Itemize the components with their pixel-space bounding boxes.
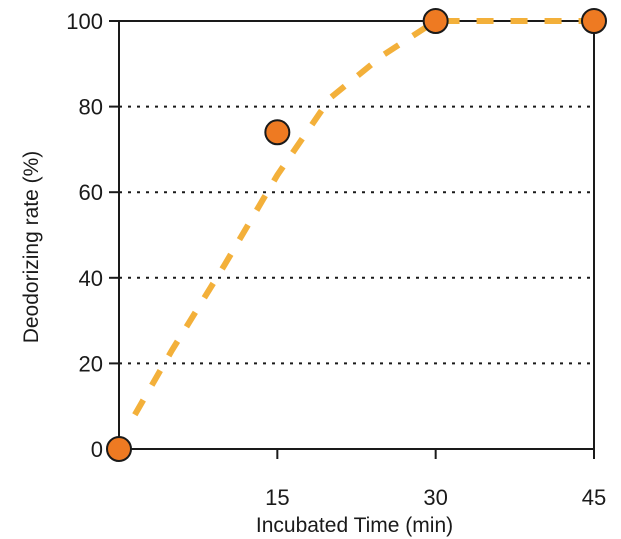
y-tick-label: 20 xyxy=(79,351,103,376)
y-axis-ticks: 0 20 40 60 80 100 xyxy=(66,9,119,462)
x-tick-label: 45 xyxy=(582,485,606,510)
x-axis-ticks: 15 30 45 xyxy=(265,449,606,510)
data-point xyxy=(422,8,449,34)
plot-frame xyxy=(118,20,595,450)
y-tick-label: 80 xyxy=(79,95,103,120)
x-tick-label: 15 xyxy=(265,485,289,510)
x-axis-title: Incubated Time (min) xyxy=(256,514,453,537)
y-tick-label: 0 xyxy=(91,437,103,462)
data-point xyxy=(106,436,132,462)
y-tick-label: 40 xyxy=(79,266,103,291)
trend-line xyxy=(132,18,594,417)
data-point xyxy=(264,119,291,146)
data-point xyxy=(581,8,607,34)
y-tick-label: 100 xyxy=(66,9,103,34)
y-axis-title: Deodorizing rate (%) xyxy=(20,151,43,344)
x-tick-label: 30 xyxy=(423,485,447,510)
y-tick-label: 60 xyxy=(79,180,103,205)
data-points xyxy=(106,8,607,462)
